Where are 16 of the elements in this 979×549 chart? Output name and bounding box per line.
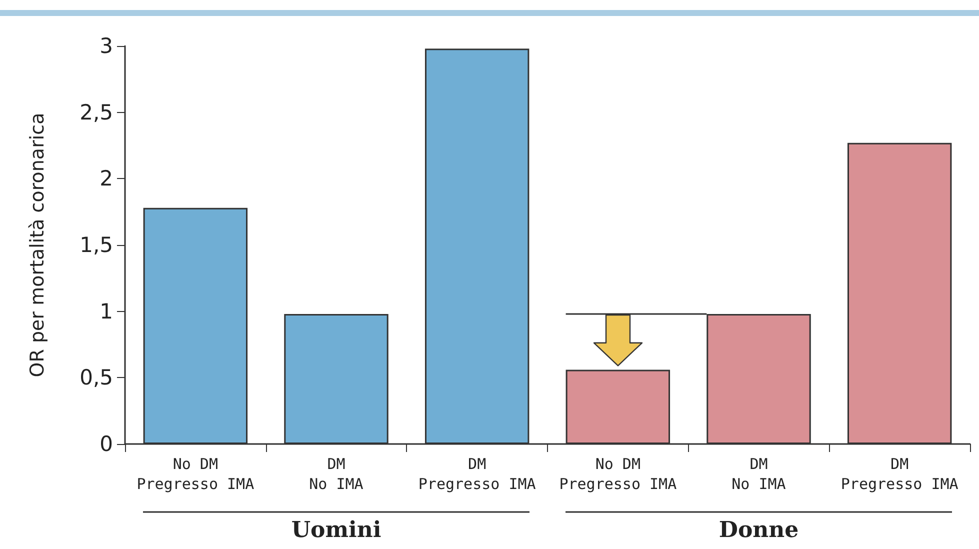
y-tick-label: 2 xyxy=(100,166,113,191)
text: Uomini xyxy=(291,517,382,543)
x-tick-label: DM No IMA xyxy=(309,455,364,493)
x-tick-label: DM No IMA xyxy=(732,455,786,493)
x-tick-label: No DM Pregresso IMA xyxy=(559,455,677,493)
y-axis-title: OR per mortalità coronarica xyxy=(26,112,48,378)
y-tick-label: 1 xyxy=(100,299,113,324)
y-tick-label: 1,5 xyxy=(80,233,113,257)
text: Donne xyxy=(718,517,799,543)
x-tick-label: DM Pregresso IMA xyxy=(418,455,536,493)
y-tick-label: 2,5 xyxy=(80,100,113,124)
x-tick-label: No DM Pregresso IMA xyxy=(136,455,254,493)
y-tick-label: 3 xyxy=(100,34,113,58)
y-tick-label: 0 xyxy=(100,432,113,456)
x-tick-label: DM Pregresso IMA xyxy=(840,455,958,493)
y-tick-label: 0,5 xyxy=(80,366,113,390)
